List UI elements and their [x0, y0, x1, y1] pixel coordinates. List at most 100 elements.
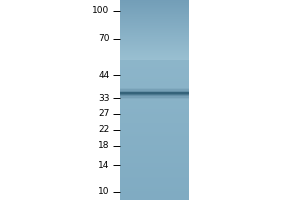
Bar [120, 171, 189, 172]
Bar [120, 111, 189, 112]
Bar [120, 196, 189, 197]
Bar [120, 189, 189, 190]
Bar [120, 165, 189, 166]
Bar [120, 168, 189, 169]
Bar [120, 135, 189, 136]
Bar [120, 36, 189, 37]
Bar [120, 56, 189, 57]
Bar [120, 138, 189, 139]
Bar [120, 159, 189, 160]
Bar [120, 6, 189, 7]
Bar [120, 179, 189, 180]
Bar [120, 109, 189, 110]
Bar [120, 98, 189, 99]
Bar [120, 65, 189, 66]
Bar [120, 163, 189, 164]
Bar [120, 132, 189, 133]
Bar [120, 97, 189, 98]
Bar [120, 24, 189, 25]
Bar [120, 151, 189, 152]
Bar [120, 75, 189, 76]
Bar [120, 180, 189, 181]
Bar [120, 108, 189, 109]
Bar [120, 53, 189, 54]
Bar [120, 25, 189, 26]
Bar [120, 186, 189, 187]
Bar [120, 89, 189, 90]
Bar [120, 34, 189, 35]
Bar [120, 99, 189, 100]
Bar [120, 112, 189, 113]
Bar [120, 150, 189, 151]
Bar [120, 35, 189, 36]
Bar [120, 87, 189, 88]
Bar [120, 172, 189, 173]
Bar [120, 157, 189, 158]
Bar [120, 184, 189, 185]
Bar [120, 83, 189, 84]
Bar [120, 95, 189, 96]
Bar [120, 2, 189, 3]
Bar [120, 175, 189, 176]
Bar [120, 66, 189, 67]
Bar [120, 71, 189, 72]
Bar [120, 17, 189, 18]
Bar [120, 72, 189, 73]
Bar [120, 58, 189, 59]
Bar [120, 80, 189, 81]
Bar [120, 161, 189, 162]
Bar [120, 193, 189, 194]
Bar [120, 134, 189, 135]
Bar [120, 78, 189, 79]
Bar [120, 88, 189, 99]
Bar [120, 12, 189, 13]
Bar [120, 91, 189, 92]
Bar [120, 137, 189, 138]
Bar [120, 197, 189, 198]
Bar [120, 133, 189, 134]
Bar [120, 37, 189, 38]
Bar [120, 76, 189, 77]
Bar [120, 30, 189, 31]
Bar [120, 94, 189, 95]
Bar [120, 69, 189, 70]
Bar [120, 173, 189, 174]
Bar [120, 149, 189, 150]
Bar [120, 62, 189, 63]
Bar [120, 110, 189, 111]
Bar [120, 130, 189, 131]
Bar [120, 162, 189, 163]
Bar [120, 79, 189, 80]
Bar [120, 131, 189, 132]
Bar [120, 126, 189, 127]
Bar [120, 16, 189, 17]
Bar [120, 106, 189, 107]
Bar [120, 81, 189, 82]
Bar [120, 128, 189, 129]
Bar [120, 143, 189, 144]
Bar [120, 147, 189, 148]
Bar [120, 178, 189, 179]
Bar [120, 52, 189, 53]
Bar [120, 29, 189, 30]
Bar [120, 13, 189, 14]
Text: 33: 33 [98, 94, 110, 103]
Bar [120, 67, 189, 68]
Bar [120, 192, 189, 193]
Bar [120, 73, 189, 74]
Bar [120, 166, 189, 167]
Bar [120, 140, 189, 141]
Bar [120, 70, 189, 71]
Bar [120, 92, 189, 95]
Bar [120, 45, 189, 46]
Bar [120, 198, 189, 199]
Bar [120, 119, 189, 120]
Bar [120, 23, 189, 24]
Bar [120, 90, 189, 91]
Bar [120, 41, 189, 42]
Bar [120, 101, 189, 102]
Bar [120, 31, 189, 32]
Bar [120, 91, 189, 96]
Bar [120, 195, 189, 196]
Bar [120, 77, 189, 78]
